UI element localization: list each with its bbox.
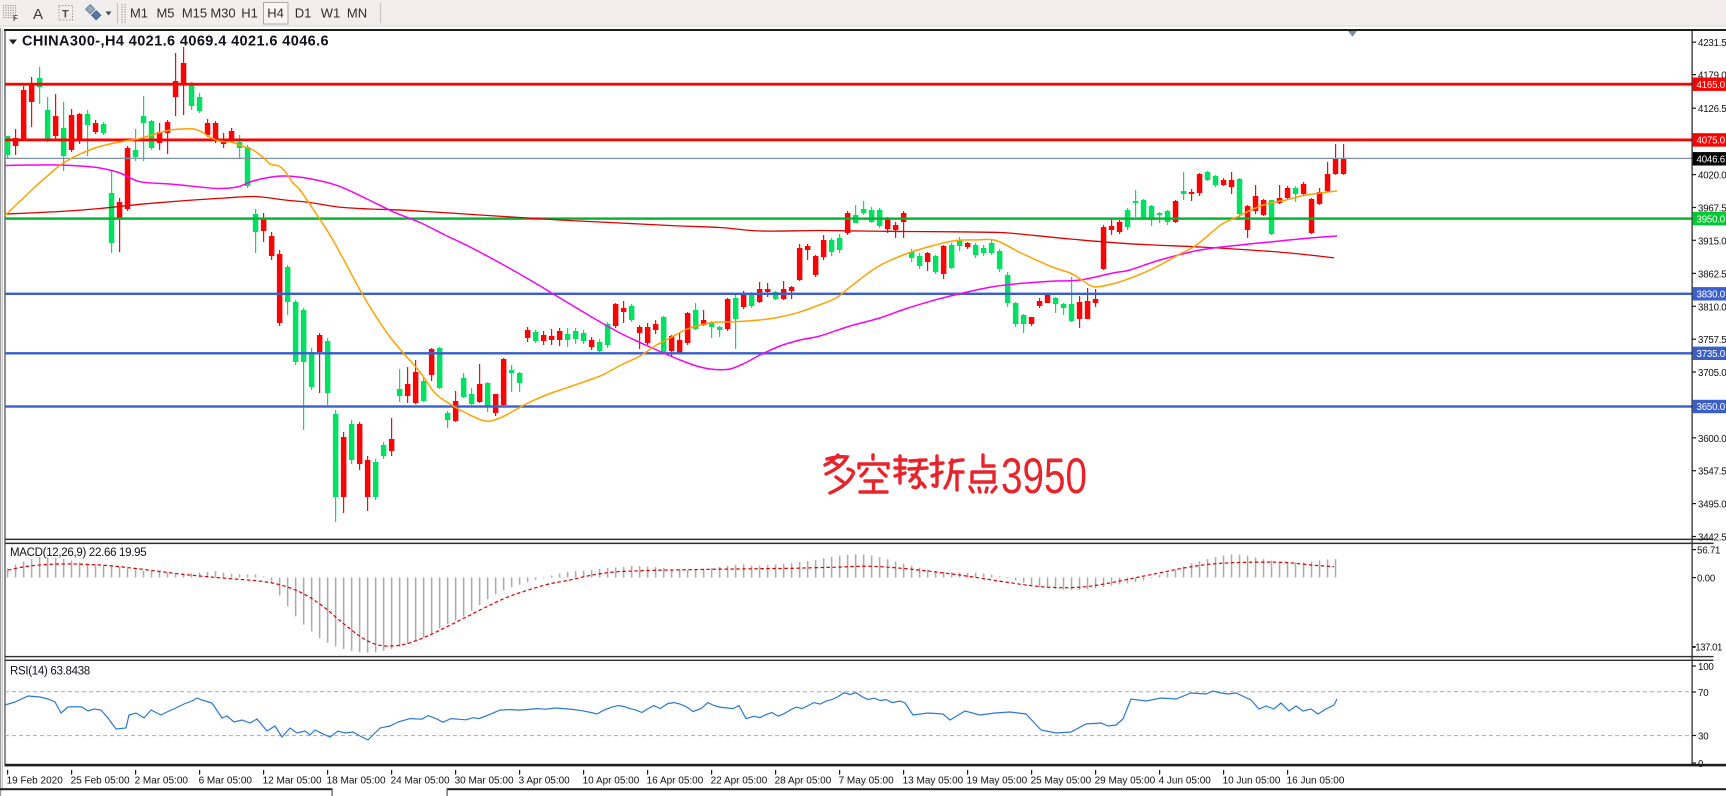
svg-text:3757.5: 3757.5 [1698, 335, 1726, 346]
svg-text:M5: M5 [156, 6, 174, 21]
svg-text:100: 100 [1698, 662, 1714, 673]
svg-text:3830.0: 3830.0 [1697, 290, 1726, 301]
svg-text:3735.0: 3735.0 [1697, 349, 1726, 360]
svg-text:3495.0: 3495.0 [1698, 500, 1726, 511]
svg-text:3600.0: 3600.0 [1698, 434, 1726, 445]
svg-text:3915.0: 3915.0 [1698, 236, 1726, 247]
svg-text:30 Mar 05:00: 30 Mar 05:00 [455, 775, 514, 786]
svg-text:3650.0: 3650.0 [1697, 402, 1726, 413]
svg-text:56.71: 56.71 [1697, 545, 1720, 556]
svg-text:24 Mar 05:00: 24 Mar 05:00 [391, 775, 450, 786]
svg-text:25 Feb 05:00: 25 Feb 05:00 [71, 775, 130, 786]
svg-text:70: 70 [1698, 688, 1709, 699]
svg-text:16 Jun 05:00: 16 Jun 05:00 [1287, 775, 1345, 786]
svg-text:3862.5: 3862.5 [1698, 269, 1726, 280]
svg-text:M15: M15 [182, 6, 207, 21]
svg-text:CHINA300-,H4 4021.6 4069.4 40: CHINA300-,H4 4021.6 4069.4 4021.6 4046.6 [22, 34, 329, 50]
svg-text:4231.5: 4231.5 [1698, 38, 1726, 49]
svg-text:W1: W1 [321, 6, 341, 21]
svg-text:D1: D1 [295, 6, 312, 21]
svg-text:19 May 05:00: 19 May 05:00 [967, 775, 1028, 786]
svg-text:4075.0: 4075.0 [1697, 136, 1726, 147]
svg-text:0: 0 [1698, 759, 1704, 770]
svg-text:3967.5: 3967.5 [1698, 204, 1726, 215]
svg-text:-137.01: -137.01 [1693, 643, 1722, 654]
svg-text:3950: 3950 [1001, 448, 1087, 504]
svg-text:18 Mar 05:00: 18 Mar 05:00 [327, 775, 386, 786]
svg-text:H4: H4 [267, 6, 284, 21]
svg-text:19 Feb 2020: 19 Feb 2020 [7, 775, 64, 786]
svg-text:4046.6: 4046.6 [1697, 155, 1725, 166]
svg-text:3 Apr 05:00: 3 Apr 05:00 [519, 775, 571, 786]
svg-text:H1: H1 [241, 6, 258, 21]
svg-text:29 May 05:00: 29 May 05:00 [1095, 775, 1156, 786]
svg-text:A: A [33, 6, 43, 23]
svg-text:M30: M30 [210, 6, 235, 21]
svg-text:4126.5: 4126.5 [1698, 104, 1726, 115]
svg-text:16 Apr 05:00: 16 Apr 05:00 [647, 775, 704, 786]
svg-text:4179.0: 4179.0 [1698, 71, 1726, 82]
svg-text:13 May 05:00: 13 May 05:00 [903, 775, 964, 786]
svg-text:12 Mar 05:00: 12 Mar 05:00 [263, 775, 322, 786]
svg-text:M1: M1 [130, 6, 148, 21]
svg-text:4 Jun 05:00: 4 Jun 05:00 [1159, 775, 1212, 786]
svg-text:3950.0: 3950.0 [1697, 214, 1726, 225]
svg-text:3810.0: 3810.0 [1698, 302, 1726, 313]
svg-text:2 Mar 05:00: 2 Mar 05:00 [135, 775, 189, 786]
svg-text:30: 30 [1698, 732, 1709, 743]
svg-text:MN: MN [347, 6, 367, 21]
svg-text:MACD(12,26,9) 22.66 19.95: MACD(12,26,9) 22.66 19.95 [10, 547, 146, 559]
svg-text:4020.0: 4020.0 [1698, 171, 1726, 182]
svg-text:0.00: 0.00 [1697, 573, 1716, 584]
svg-text:3547.5: 3547.5 [1698, 467, 1726, 478]
svg-text:3442.5: 3442.5 [1698, 533, 1726, 544]
svg-text:T: T [62, 9, 69, 21]
svg-text:28 Apr 05:00: 28 Apr 05:00 [775, 775, 832, 786]
svg-text:F: F [13, 14, 18, 23]
svg-text:25 May 05:00: 25 May 05:00 [1031, 775, 1092, 786]
svg-text:10 Apr 05:00: 10 Apr 05:00 [583, 775, 640, 786]
svg-text:3705.0: 3705.0 [1698, 368, 1726, 379]
svg-text:7 May 05:00: 7 May 05:00 [839, 775, 894, 786]
svg-text:RSI(14) 63.8438: RSI(14) 63.8438 [10, 666, 90, 678]
svg-text:10 Jun 05:00: 10 Jun 05:00 [1223, 775, 1281, 786]
svg-text:6 Mar 05:00: 6 Mar 05:00 [199, 775, 253, 786]
svg-text:4165.0: 4165.0 [1697, 80, 1726, 91]
svg-text:22 Apr 05:00: 22 Apr 05:00 [711, 775, 768, 786]
